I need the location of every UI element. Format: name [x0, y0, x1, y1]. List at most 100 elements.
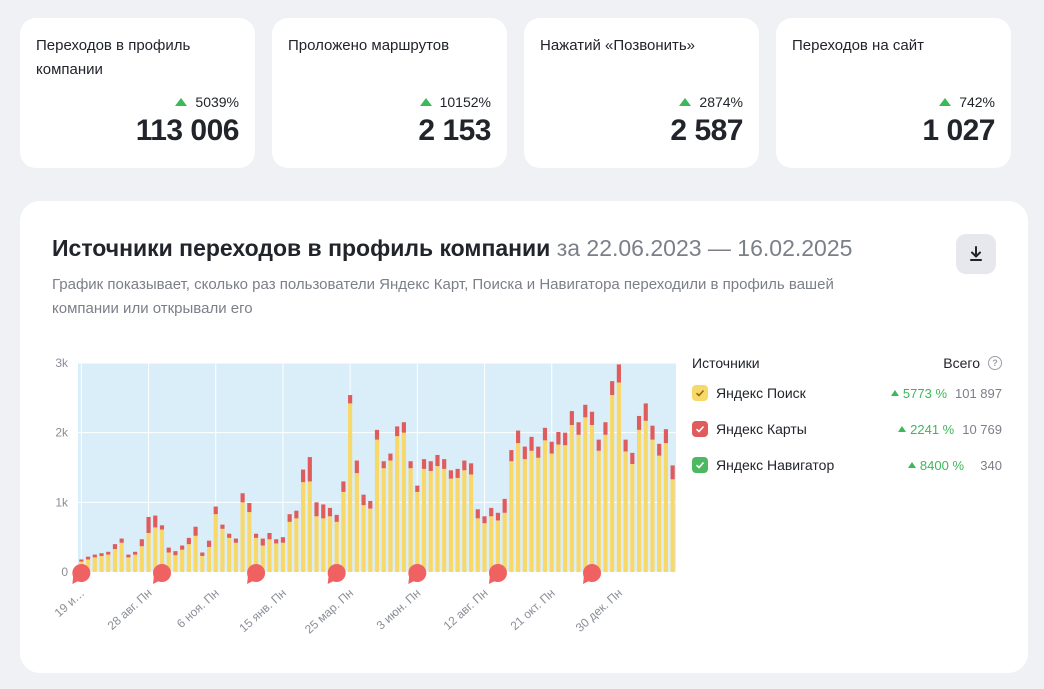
- bar-segment[interactable]: [395, 426, 400, 437]
- bar-segment[interactable]: [85, 559, 91, 572]
- bar-segment[interactable]: [435, 466, 440, 572]
- event-marker-icon[interactable]: [583, 564, 602, 584]
- bar-segment[interactable]: [495, 520, 501, 572]
- event-marker-icon[interactable]: [72, 564, 91, 584]
- bar-segment[interactable]: [247, 503, 252, 513]
- bar-segment[interactable]: [253, 533, 259, 538]
- bar-segment[interactable]: [153, 527, 158, 572]
- bar-segment[interactable]: [516, 430, 521, 444]
- bar-segment[interactable]: [536, 457, 541, 572]
- bar-segment[interactable]: [401, 422, 406, 433]
- bar-segment[interactable]: [643, 403, 648, 421]
- kpi-card-profile-visits[interactable]: Переходов в профиль компании 5039% 113 0…: [20, 18, 255, 168]
- bar-segment[interactable]: [556, 431, 561, 445]
- bar-segment[interactable]: [442, 459, 447, 469]
- bar-segment[interactable]: [636, 429, 642, 572]
- bar-segment[interactable]: [193, 535, 198, 572]
- bar-segment[interactable]: [603, 434, 608, 572]
- bar-segment[interactable]: [495, 512, 501, 521]
- bar-segment[interactable]: [381, 468, 386, 572]
- bar-segment[interactable]: [348, 395, 353, 404]
- bar-segment[interactable]: [576, 422, 581, 435]
- bar-segment[interactable]: [455, 468, 460, 478]
- bar-segment[interactable]: [112, 549, 118, 572]
- bar-segment[interactable]: [603, 422, 608, 435]
- bar-segment[interactable]: [354, 460, 359, 474]
- bar-segment[interactable]: [287, 514, 292, 522]
- bar-segment[interactable]: [280, 542, 286, 572]
- bar-segment[interactable]: [166, 547, 171, 553]
- kpi-card-routes[interactable]: Проложено маршрутов 10152% 2 153: [272, 18, 507, 168]
- bar-segment[interactable]: [502, 498, 507, 513]
- bar-segment[interactable]: [220, 528, 225, 572]
- bar-segment[interactable]: [166, 552, 171, 572]
- bar-segment[interactable]: [267, 539, 272, 572]
- bar-segment[interactable]: [489, 507, 494, 517]
- bar-segment[interactable]: [395, 436, 400, 572]
- bar-segment[interactable]: [227, 537, 232, 572]
- bar-segment[interactable]: [421, 459, 427, 469]
- bar-segment[interactable]: [468, 474, 474, 572]
- bar-segment[interactable]: [563, 445, 568, 572]
- legend-item-search[interactable]: Яндекс Поиск 5773 % 101 897: [692, 375, 1002, 411]
- bar-segment[interactable]: [119, 542, 124, 572]
- bar-segment[interactable]: [650, 439, 655, 572]
- bar-segment[interactable]: [92, 557, 97, 572]
- bar-segment[interactable]: [240, 502, 245, 572]
- bar-segment[interactable]: [227, 533, 232, 538]
- bar-segment[interactable]: [542, 440, 548, 572]
- bar-segment[interactable]: [79, 559, 84, 562]
- bar-segment[interactable]: [200, 552, 205, 556]
- bar-segment[interactable]: [106, 554, 111, 572]
- bar-segment[interactable]: [636, 415, 642, 430]
- bar-segment[interactable]: [92, 554, 97, 558]
- bar-segment[interactable]: [301, 482, 306, 572]
- bar-segment[interactable]: [381, 461, 386, 469]
- legend-item-maps[interactable]: Яндекс Карты 2241 % 10 769: [692, 411, 1002, 447]
- bar-segment[interactable]: [126, 554, 131, 558]
- bar-segment[interactable]: [301, 469, 306, 483]
- bar-segment[interactable]: [489, 516, 494, 572]
- bar-segment[interactable]: [408, 461, 413, 469]
- bar-segment[interactable]: [630, 464, 635, 572]
- bar-segment[interactable]: [126, 557, 131, 572]
- bar-segment[interactable]: [133, 551, 138, 555]
- bar-segment[interactable]: [253, 537, 259, 572]
- bar-segment[interactable]: [186, 537, 191, 545]
- bar-segment[interactable]: [401, 432, 406, 572]
- bar-segment[interactable]: [321, 518, 326, 572]
- bar-segment[interactable]: [368, 500, 373, 509]
- bar-segment[interactable]: [630, 452, 635, 465]
- bar-segment[interactable]: [643, 420, 648, 572]
- bar-segment[interactable]: [193, 526, 198, 536]
- bar-segment[interactable]: [247, 512, 252, 572]
- bar-segment[interactable]: [173, 555, 178, 572]
- bar-segment[interactable]: [663, 443, 669, 572]
- bar-segment[interactable]: [233, 538, 238, 543]
- bar-segment[interactable]: [563, 432, 568, 446]
- bar-segment[interactable]: [240, 493, 245, 503]
- bar-segment[interactable]: [361, 494, 366, 506]
- bar-segment[interactable]: [133, 554, 138, 572]
- bar-segment[interactable]: [180, 549, 185, 572]
- event-marker-icon[interactable]: [327, 564, 346, 584]
- bar-segment[interactable]: [321, 504, 326, 519]
- bar-segment[interactable]: [213, 506, 218, 515]
- bar-segment[interactable]: [670, 465, 675, 480]
- bar-segment[interactable]: [428, 461, 433, 471]
- bar-segment[interactable]: [522, 446, 527, 460]
- bar-segment[interactable]: [139, 546, 144, 572]
- bar-segment[interactable]: [448, 470, 453, 479]
- bar-segment[interactable]: [482, 516, 487, 524]
- bar-segment[interactable]: [99, 553, 104, 556]
- bar-segment[interactable]: [159, 529, 165, 572]
- bar-segment[interactable]: [522, 459, 527, 572]
- bar-segment[interactable]: [280, 537, 286, 543]
- bar-segment[interactable]: [415, 485, 420, 492]
- bar-segment[interactable]: [341, 491, 346, 572]
- bar-segment[interactable]: [529, 436, 534, 451]
- bar-segment[interactable]: [153, 515, 158, 528]
- bar-segment[interactable]: [549, 453, 554, 572]
- bar-segment[interactable]: [468, 463, 474, 475]
- bar-segment[interactable]: [421, 468, 427, 572]
